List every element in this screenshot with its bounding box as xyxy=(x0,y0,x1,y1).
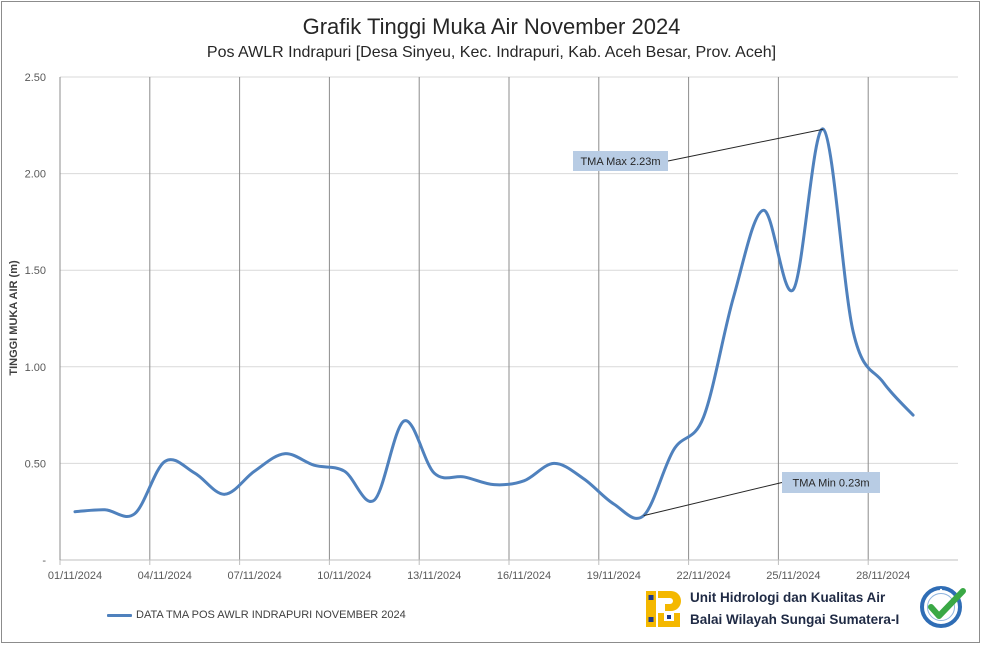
annotation-label: TMA Min 0.23m xyxy=(792,478,869,490)
x-tick-label: 28/11/2024 xyxy=(856,570,910,582)
y-tick-label: 0.50 xyxy=(25,458,46,470)
legend: DATA TMA POS AWLR INDRAPURI NOVEMBER 202… xyxy=(107,608,406,622)
x-tick-label: 01/11/2024 xyxy=(48,570,102,582)
annotation-connector xyxy=(643,482,783,517)
x-tick-label: 19/11/2024 xyxy=(587,570,641,582)
certified-badge-icon xyxy=(919,585,969,629)
y-tick-label: 1.00 xyxy=(25,362,46,374)
x-tick-label: 25/11/2024 xyxy=(766,570,820,582)
legend-line-swatch xyxy=(107,613,132,617)
x-tick-label: 07/11/2024 xyxy=(227,570,281,582)
footer-institution: Unit Hidrologi dan Kualitas Air Balai Wi… xyxy=(690,587,899,631)
x-tick-label: 04/11/2024 xyxy=(138,570,192,582)
series-group xyxy=(73,127,915,520)
y-tick-label: 2.50 xyxy=(25,72,46,84)
y-tick-label: 1.50 xyxy=(25,265,46,277)
footer-unit-name: Unit Hidrologi dan Kualitas Air xyxy=(690,590,886,605)
annotation-connector xyxy=(667,128,824,162)
y-axis-ticks: - 0.50 1.00 1.50 2.00 2.50 xyxy=(25,72,47,567)
pu-logo-icon xyxy=(644,589,682,629)
annotation-box xyxy=(573,151,668,171)
x-tick-label: 22/11/2024 xyxy=(676,570,730,582)
chart-subtitle: Pos AWLR Indrapuri [Desa Sinyeu, Kec. In… xyxy=(206,44,777,61)
footer-office-name: Balai Wilayah Sungai Sumatera-I xyxy=(690,612,900,627)
annotations: TMA Max 2.23m TMA Min 0.23m xyxy=(573,128,880,517)
chart-title: Grafik Tinggi Muka Air November 2024 xyxy=(302,14,681,39)
x-tick-label: 10/11/2024 xyxy=(317,570,371,582)
series-line xyxy=(73,127,915,520)
x-tick-label: 16/11/2024 xyxy=(497,570,551,582)
y-tick-label: - xyxy=(42,555,46,567)
y-axis-label: TINGGI MUKA AIR (m) xyxy=(8,260,20,376)
legend-label: DATA TMA POS AWLR INDRAPURI NOVEMBER 202… xyxy=(136,609,406,621)
annotation-label: TMA Max 2.23m xyxy=(580,156,660,168)
annotation-box xyxy=(782,472,880,493)
x-tick-label: 13/11/2024 xyxy=(407,570,461,582)
x-axis-ticks: 01/11/2024 04/11/2024 07/11/2024 10/11/2024… xyxy=(48,560,910,582)
y-tick-label: 2.00 xyxy=(25,169,46,181)
